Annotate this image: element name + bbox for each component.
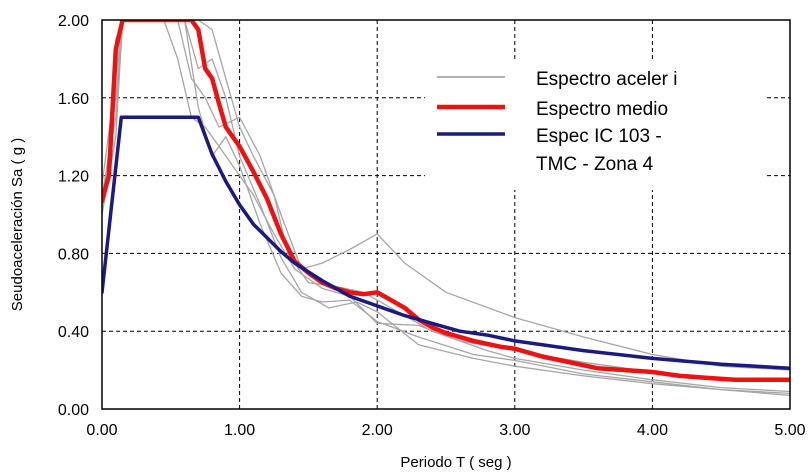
- x-tick-label: 0.00: [86, 422, 117, 439]
- legend: Espectro aceler i Espectro medio Espec IC …: [425, 60, 765, 190]
- series-group: [102, 20, 790, 397]
- y-tick-label: 0.80: [58, 246, 89, 263]
- y-tick-label: 0.40: [58, 324, 89, 341]
- series-lines: [102, 20, 790, 397]
- series-line-espec-ic-103-tmc-zona-4: [102, 115, 790, 370]
- x-axis-title: Periodo T ( seg ): [400, 454, 511, 471]
- x-tick-label: 2.00: [362, 422, 393, 439]
- record-spectrum-line-3: [102, 20, 790, 395]
- y-tick-label: 1.20: [58, 169, 89, 186]
- legend-label: Espec IC 103 -: [536, 126, 662, 147]
- plot-frame: [101, 19, 791, 410]
- y-tick-label: 0.00: [58, 402, 89, 419]
- legend-background: [425, 60, 765, 190]
- series-line-espectro-medio: [102, 20, 790, 383]
- x-tick-label: 5.00: [774, 422, 805, 439]
- x-tick-label: 4.00: [637, 422, 668, 439]
- x-tick-label: 3.00: [499, 422, 530, 439]
- legend-label: Espectro medio: [536, 99, 668, 120]
- x-tick-label: 1.00: [224, 422, 255, 439]
- y-axis-title: Seudoaceleración Sa ( g ): [9, 138, 26, 311]
- legend-label: Espectro aceler i: [536, 69, 678, 90]
- y-tick-label: 2.00: [58, 13, 89, 30]
- tick-labels: 0.00 1.00 2.00 3.00 4.00 5.00 0.00 0.40 0.80 1.20…: [58, 13, 806, 439]
- legend-label: TMC - Zona 4: [536, 154, 654, 175]
- record-spectrum-line-4: [102, 20, 790, 393]
- y-tick-label: 1.60: [58, 91, 89, 108]
- record-spectrum-line-5: [102, 20, 790, 397]
